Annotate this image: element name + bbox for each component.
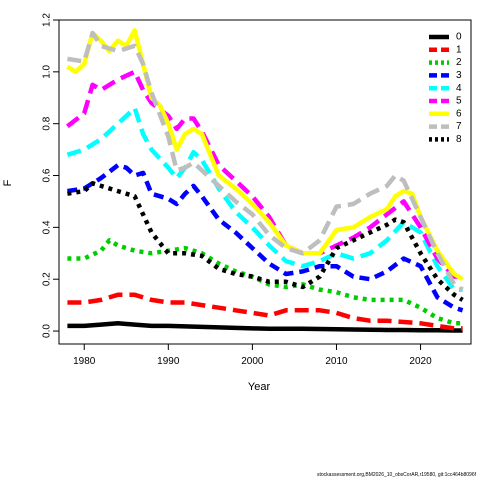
series-line-7 (67, 30, 464, 292)
series-line-0 (67, 321, 463, 333)
footer-credit: stockassessment.org,BM2026_10_obsCorAR,r… (317, 472, 477, 478)
y-tick-label: 0.8 (42, 116, 53, 130)
x-tick-label: 1990 (157, 356, 180, 367)
series-line-3 (67, 162, 464, 313)
y-tick-label: 0.0 (42, 324, 53, 338)
x-axis-title: Year (248, 381, 271, 393)
legend-label-7: 7 (456, 121, 462, 132)
y-tick-label: 1.0 (42, 64, 53, 78)
legend-label-1: 1 (456, 44, 462, 55)
legend-label-5: 5 (456, 96, 462, 107)
y-tick-label: 1.2 (42, 13, 53, 27)
series-line-2 (67, 238, 463, 326)
legend-label-2: 2 (456, 57, 462, 68)
y-tick-label: 0.6 (42, 168, 53, 182)
series-lines (66, 28, 464, 333)
legend: 01 2 3 4 56 7 8 (429, 32, 462, 145)
series-line-4 (66, 105, 463, 292)
legend-label-4: 4 (456, 83, 462, 94)
series-line-8 (67, 181, 464, 302)
legend-label-0: 0 (456, 32, 462, 43)
series-line-6 (66, 28, 464, 282)
x-tick-label: 2010 (325, 356, 348, 367)
legend-label-8: 8 (456, 134, 462, 145)
series-line-5 (66, 69, 463, 279)
y-tick-label: 0.2 (42, 272, 53, 286)
x-tick-label: 2000 (241, 356, 264, 367)
x-tick-label: 2020 (409, 356, 432, 367)
legend-label-6: 6 (456, 108, 462, 119)
x-tick-label: 1980 (73, 356, 96, 367)
y-axis: 0.0 0.2 0.4 0.6 0.8 1.0 1.2 (42, 13, 59, 338)
legend-label-3: 3 (456, 70, 462, 81)
y-axis-title: F (2, 179, 14, 186)
plot-area-frame (58, 19, 472, 345)
series-line-1 (67, 292, 463, 331)
x-axis: 1980 1990 2000 2010 2020 (73, 344, 432, 367)
y-tick-label: 0.4 (42, 220, 53, 234)
